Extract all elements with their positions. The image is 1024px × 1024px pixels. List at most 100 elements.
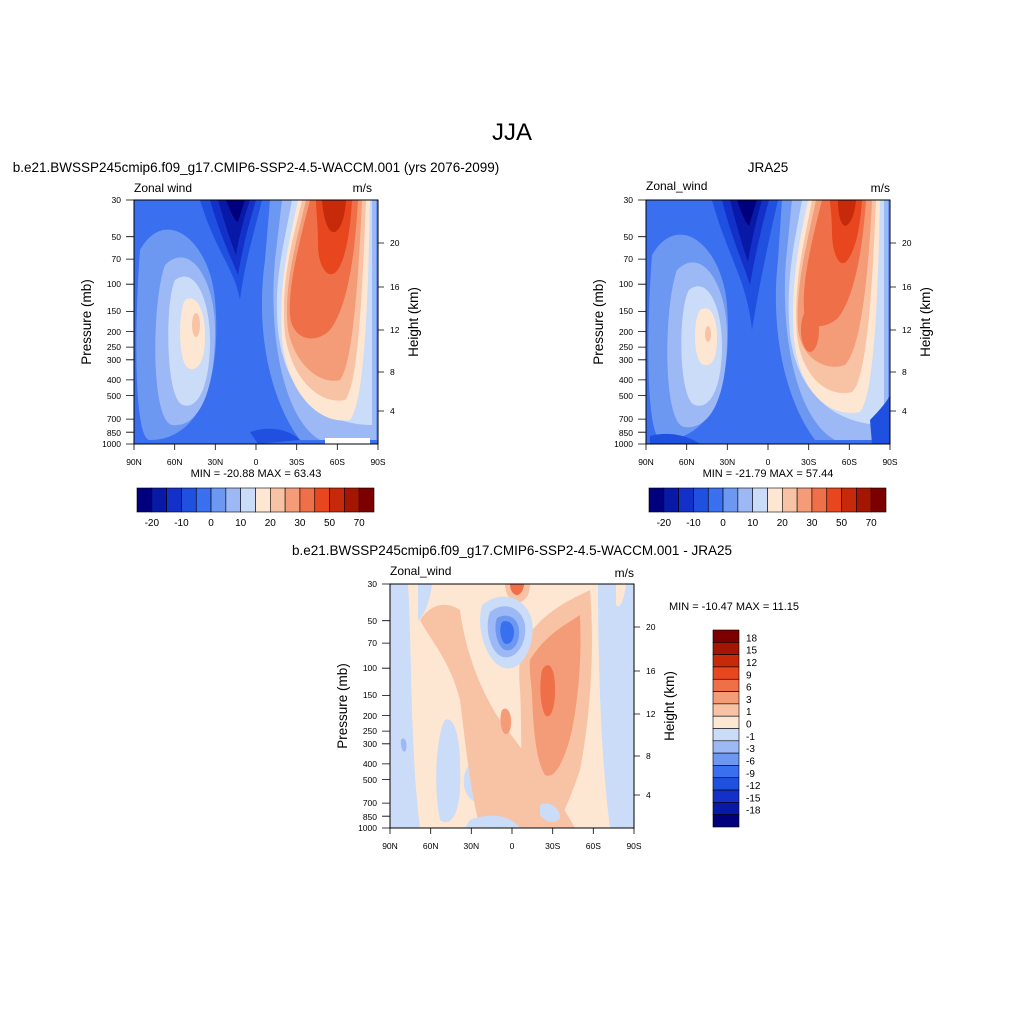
y-tick-label: 700	[107, 414, 121, 424]
colorbar-label: -12	[746, 781, 761, 792]
colorbar-swatch	[358, 487, 375, 513]
height-tick-label: 12	[390, 325, 400, 335]
y-tick-label: 150	[107, 306, 121, 316]
contour-level-6-tropical	[500, 708, 512, 735]
y-tick-label: 500	[363, 775, 377, 785]
variable-label: Zonal_wind	[646, 179, 707, 193]
contour-level-negative-northmid	[436, 719, 461, 823]
y-tick-label: 70	[624, 254, 634, 264]
colorbar-swatch	[712, 691, 740, 705]
y-tick-label: 100	[363, 663, 377, 673]
y-tick-label: 100	[619, 279, 633, 289]
colorbar-swatch	[856, 487, 872, 513]
x-ticks	[133, 444, 379, 450]
colorbar-swatch	[722, 487, 739, 513]
contour-level-25-west	[192, 313, 200, 337]
variable-label: Zonal wind	[134, 181, 192, 195]
panel-title: b.e21.BWSSP245cmip6.f09_g17.CMIP6-SSP2-4…	[292, 543, 732, 558]
y-tick-label: 850	[363, 812, 377, 822]
x-tick-label: 30S	[289, 457, 304, 467]
colorbar-swatch	[767, 487, 783, 513]
colorbar-swatch	[210, 487, 227, 513]
colorbar-swatch	[796, 487, 813, 513]
colorbar-swatch	[648, 487, 665, 513]
y-axis-title: Pressure (mb)	[591, 279, 606, 365]
panel-difference: b.e21.BWSSP245cmip6.f09_g17.CMIP6-SSP2-4…	[292, 543, 799, 851]
y-tick-label: 300	[619, 355, 633, 365]
colorbar-label: 0	[746, 720, 752, 731]
colorbar-swatch	[712, 752, 740, 766]
y-ticks	[382, 583, 390, 829]
colorbar-label: 15	[746, 646, 758, 657]
colorbar-swatch	[712, 777, 740, 791]
y-tick-label: 1000	[102, 439, 121, 449]
colorbar-label: 12	[746, 658, 758, 669]
units-label: m/s	[871, 181, 890, 195]
colorbar-label: -1	[746, 732, 755, 743]
left-axis: 30 50 70 100 150 200 250 300 400 500 700…	[79, 195, 134, 449]
y-tick-label: 200	[107, 327, 121, 337]
colorbar-swatch	[663, 487, 679, 513]
y-tick-label: 850	[619, 428, 633, 438]
x-tick-label: 90N	[126, 457, 142, 467]
y-tick-label: 250	[619, 342, 633, 352]
colorbar-label: 50	[836, 518, 848, 529]
colorbar-swatch	[811, 487, 828, 513]
y-tick-label: 500	[107, 391, 121, 401]
x-axis: 90N 60N 30N 0 30S 60S 90S	[638, 444, 898, 467]
right-axis: 20 16 12 8 4 Height (km)	[890, 238, 933, 416]
colorbar-swatch	[284, 487, 301, 513]
x-tick-label: 30N	[464, 841, 480, 851]
contour-level-20-west	[180, 298, 206, 370]
height-axis-title: Height (km)	[662, 671, 677, 741]
contour-level-negative-surface	[465, 815, 520, 828]
colorbar-label: -15	[746, 793, 761, 804]
min-max-label: MIN = -21.79 MAX = 57.44	[703, 468, 834, 480]
contour-level-surface-east	[650, 433, 700, 444]
x-tick-label: 30S	[801, 457, 816, 467]
colorbar-swatch	[270, 487, 286, 513]
x-ticks	[645, 444, 891, 450]
colorbar-swatch	[712, 642, 740, 655]
colorbar-label: 9	[746, 670, 752, 681]
missing-data-mask	[325, 438, 370, 444]
x-tick-label: 0	[766, 457, 771, 467]
x-tick-label: 0	[510, 841, 515, 851]
y-tick-label: 700	[363, 798, 377, 808]
y-tick-label: 150	[619, 306, 633, 316]
contour-field	[390, 584, 634, 828]
y-tick-label: 30	[624, 195, 634, 205]
colorbar-horizontal: -20 -10 0 10 20 30 50 70	[648, 487, 887, 529]
colorbar-label: 30	[294, 518, 306, 529]
colorbar-label: 18	[746, 633, 758, 644]
x-tick-label: 30N	[720, 457, 736, 467]
colorbar-swatch	[752, 487, 768, 513]
contour-field	[134, 200, 378, 444]
contour-level-negative-15	[218, 200, 250, 255]
contour-field	[646, 200, 890, 444]
colorbar-label: 20	[265, 518, 277, 529]
colorbar-swatch	[712, 666, 740, 680]
colorbar-swatch	[712, 740, 740, 754]
colorbar-swatch	[712, 715, 740, 729]
figure-title: JJA	[492, 119, 532, 146]
colorbar-label: -18	[746, 806, 761, 817]
colorbar-swatch	[826, 487, 842, 513]
colorbar-swatch	[225, 487, 241, 513]
height-tick-label: 8	[390, 367, 395, 377]
colorbar-label: 70	[354, 518, 366, 529]
contour-level-surface-east	[250, 428, 300, 444]
x-tick-label: 60S	[586, 841, 601, 851]
contour-level-negative-west	[390, 584, 420, 828]
contour-level-negative-3-west	[400, 738, 407, 752]
y-tick-label: 200	[363, 711, 377, 721]
contour-level-negative-1	[418, 584, 432, 620]
colorbar-swatch	[166, 487, 182, 513]
y-tick-label: 400	[107, 375, 121, 385]
contour-level-negative-20	[737, 200, 757, 226]
y-tick-label: 300	[363, 739, 377, 749]
colorbar-swatch	[712, 765, 740, 779]
colorbar-swatch	[314, 487, 330, 513]
y-tick-label: 70	[112, 254, 122, 264]
panel-title: b.e21.BWSSP245cmip6.f09_g17.CMIP6-SSP2-4…	[13, 160, 499, 175]
